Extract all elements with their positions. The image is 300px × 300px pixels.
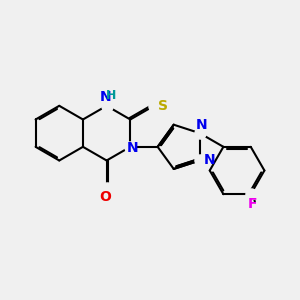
Text: N: N (127, 141, 139, 155)
Text: F: F (248, 196, 257, 211)
Text: O: O (99, 190, 111, 204)
Text: N: N (99, 90, 111, 104)
Text: S: S (158, 99, 168, 113)
Text: H: H (106, 89, 117, 102)
Text: N: N (204, 154, 215, 167)
Text: N: N (196, 118, 208, 132)
